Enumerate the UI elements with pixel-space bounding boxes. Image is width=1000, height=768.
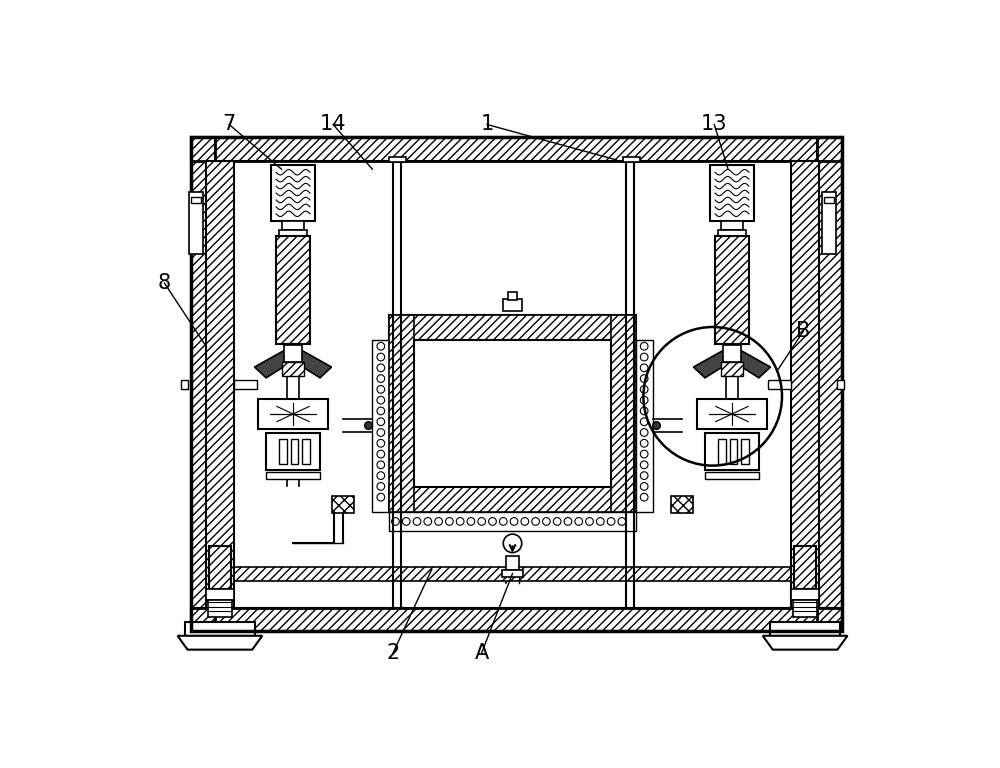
Text: 13: 13 [701, 114, 727, 134]
Polygon shape [255, 346, 293, 378]
Bar [414, 340, 611, 487]
Bar [837, 380, 844, 389]
Bar [791, 161, 819, 608]
Bar [623, 157, 640, 162]
Bar [287, 376, 299, 399]
Bar [191, 197, 201, 203]
Bar [794, 547, 816, 589]
Polygon shape [693, 346, 732, 378]
Text: A: A [475, 643, 489, 663]
Bar [191, 137, 215, 631]
Bar [715, 236, 749, 344]
Bar [705, 433, 759, 470]
Bar [822, 192, 836, 254]
Text: 7: 7 [223, 114, 236, 134]
Bar [671, 496, 693, 513]
Bar [209, 547, 231, 589]
Bar [718, 230, 746, 236]
Bar [234, 380, 257, 389]
Polygon shape [293, 346, 332, 378]
Bar [332, 496, 354, 513]
Bar [206, 161, 234, 608]
Text: 1: 1 [480, 114, 494, 134]
Bar [302, 439, 310, 464]
Bar [282, 220, 304, 230]
Bar [502, 570, 523, 578]
Bar [291, 439, 298, 464]
Bar [794, 547, 816, 589]
Bar [185, 622, 255, 636]
Bar [258, 399, 328, 429]
Bar [389, 316, 636, 511]
Bar [508, 293, 517, 300]
Bar [372, 340, 389, 511]
Circle shape [365, 422, 372, 429]
Bar [206, 589, 234, 600]
Bar [791, 161, 819, 608]
Polygon shape [763, 636, 847, 650]
Bar [389, 157, 406, 162]
Bar [266, 433, 320, 470]
Bar [730, 439, 737, 464]
Bar [389, 487, 636, 511]
Bar [389, 316, 414, 511]
Bar [284, 346, 302, 362]
Bar [768, 380, 791, 389]
Bar [389, 511, 636, 531]
Bar [715, 236, 749, 344]
Bar [793, 600, 817, 617]
Text: 8: 8 [158, 273, 171, 293]
Bar [718, 439, 726, 464]
Bar [271, 165, 315, 220]
Bar [817, 137, 842, 631]
Bar [208, 600, 232, 617]
Bar [503, 299, 522, 311]
Bar [726, 376, 738, 399]
Bar [209, 547, 231, 589]
Bar [266, 472, 320, 479]
Bar [721, 220, 743, 230]
Polygon shape [732, 346, 770, 378]
Bar [191, 137, 842, 161]
Bar [770, 622, 840, 636]
Bar [697, 399, 767, 429]
Bar [206, 161, 234, 608]
Text: 2: 2 [387, 643, 400, 663]
Bar [282, 362, 304, 376]
Bar [189, 192, 203, 254]
Bar [191, 137, 215, 631]
Polygon shape [178, 636, 262, 650]
Bar [611, 316, 636, 511]
Bar [721, 362, 743, 376]
Text: B: B [796, 321, 811, 341]
Bar [279, 439, 287, 464]
Text: 14: 14 [320, 114, 346, 134]
Bar [705, 472, 759, 479]
Bar [741, 439, 749, 464]
Bar [817, 137, 842, 631]
Bar [636, 340, 653, 511]
Bar [276, 236, 310, 344]
Bar [389, 316, 636, 340]
Bar [191, 137, 842, 161]
Bar [279, 230, 307, 236]
Bar [506, 556, 519, 570]
Bar [191, 137, 842, 631]
Bar [710, 165, 754, 220]
Bar [215, 568, 817, 581]
Bar [723, 346, 741, 362]
Bar [191, 608, 842, 631]
Bar [181, 380, 188, 389]
Circle shape [653, 422, 660, 429]
Bar [276, 236, 310, 344]
Bar [791, 589, 819, 600]
Bar [191, 608, 842, 631]
Bar [824, 197, 834, 203]
